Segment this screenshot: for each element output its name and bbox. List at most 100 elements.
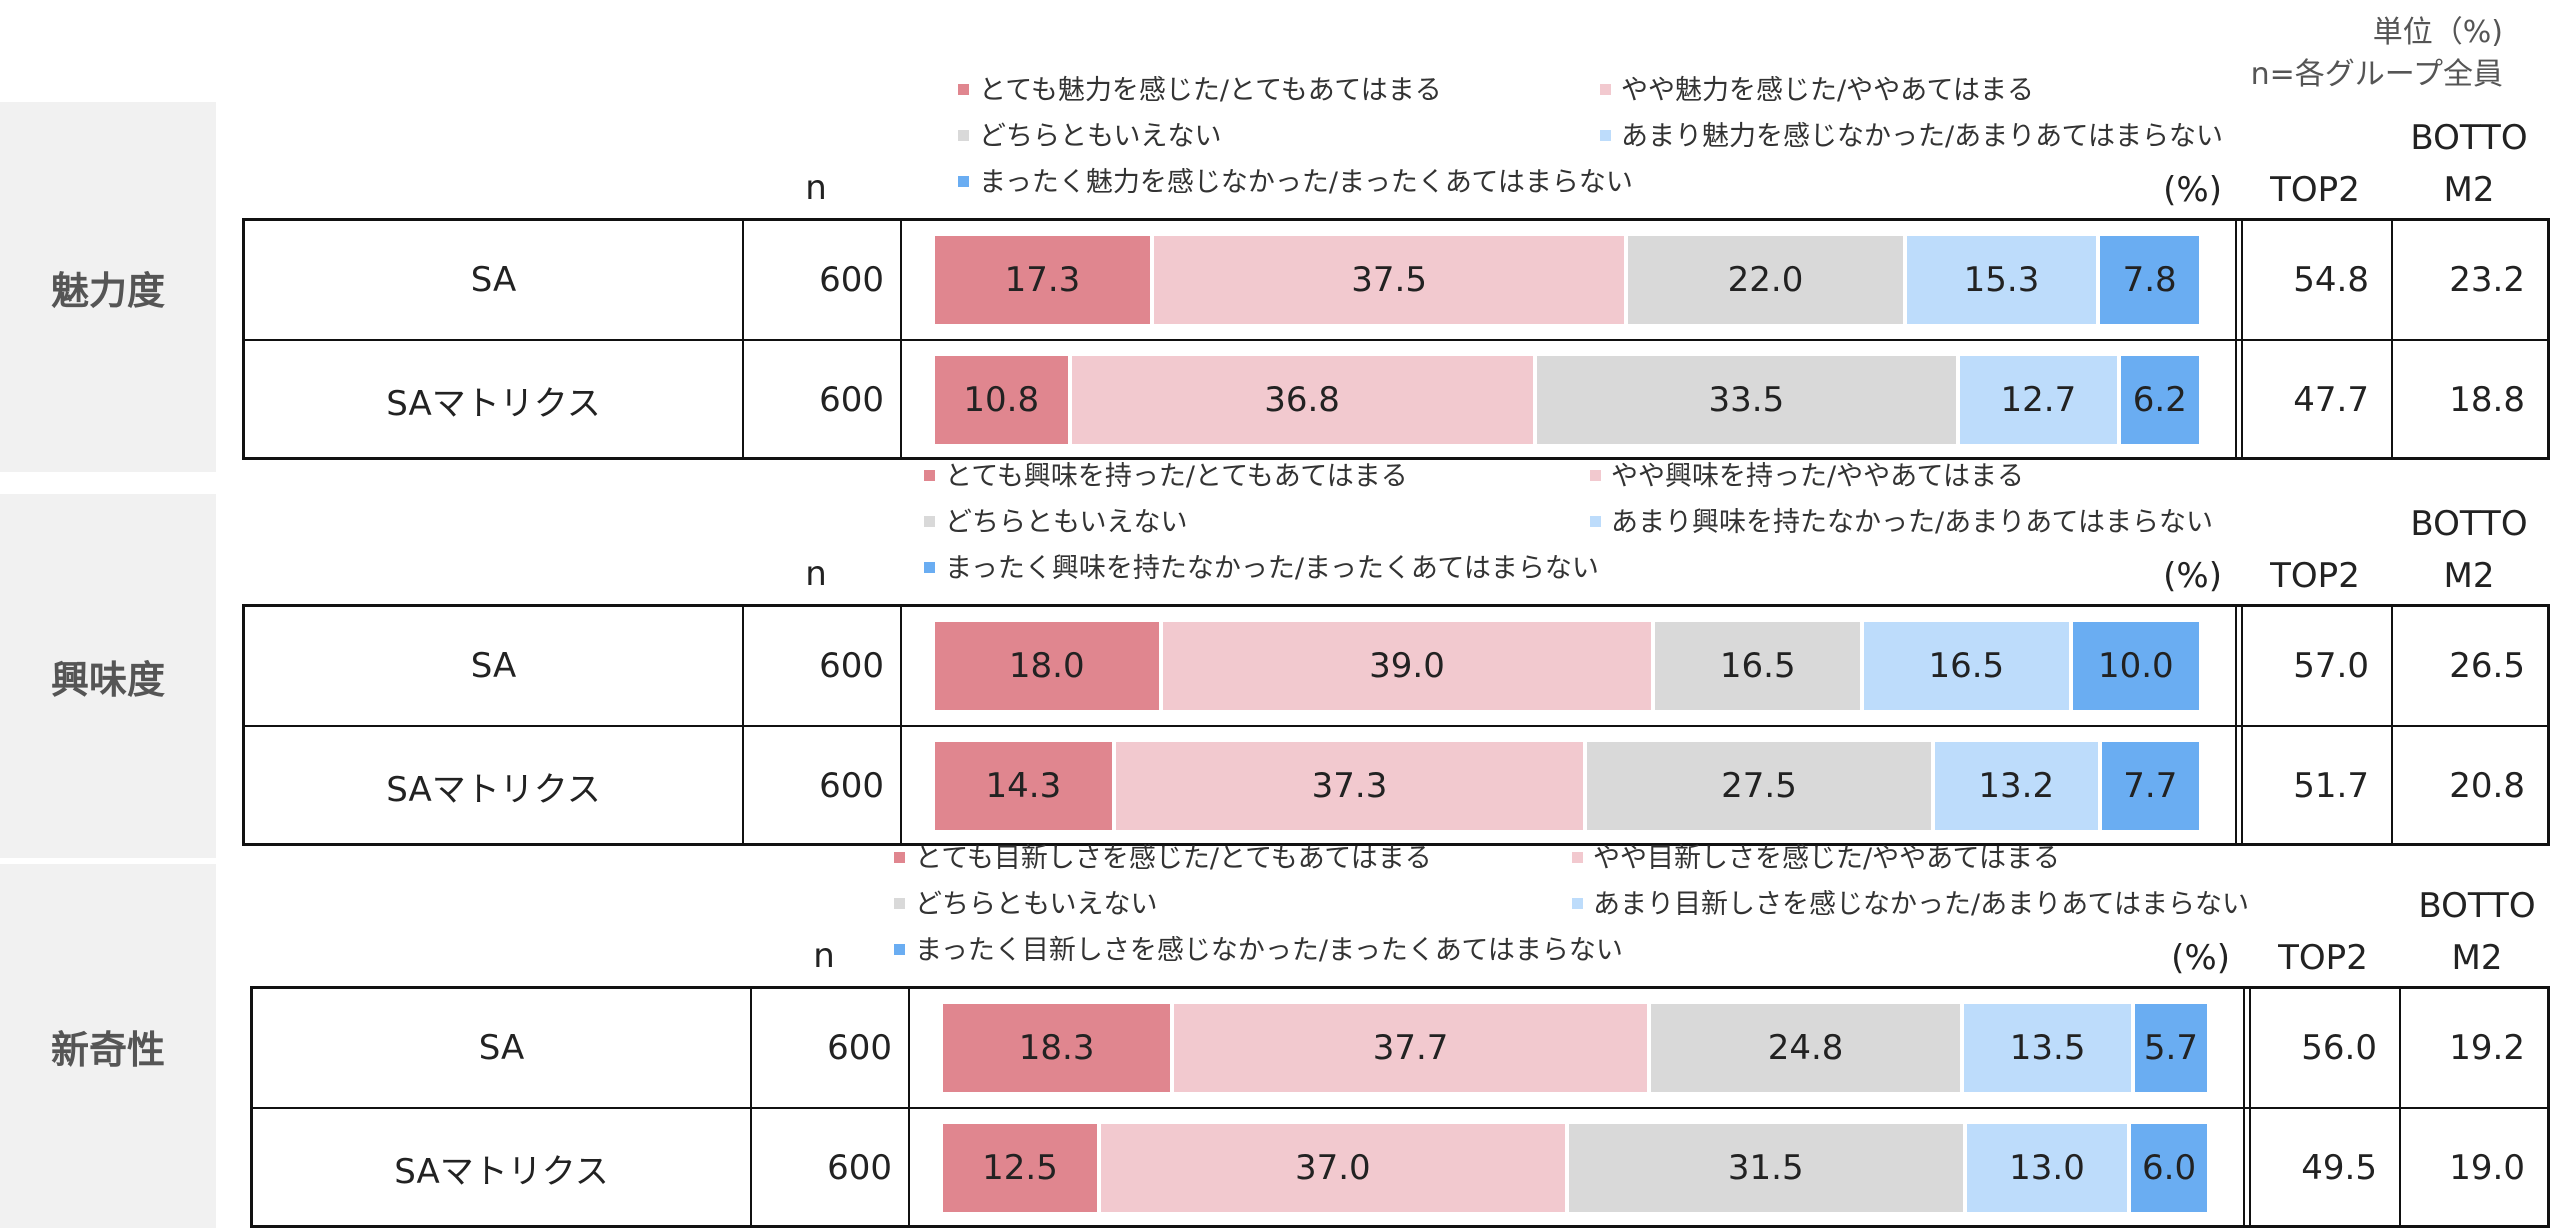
row-bottom2: 23.2: [2449, 260, 2525, 300]
bar-value-label: 36.8: [1264, 380, 1340, 420]
legend-item: あまり目新しさを感じなかった/あまりあてはまらない: [1572, 890, 2249, 920]
bar-segment: 15.3: [1906, 236, 2101, 324]
row-bottom2: 26.5: [2449, 646, 2525, 686]
legend-swatch: [894, 898, 905, 909]
legend-swatch: [1572, 852, 1583, 863]
bar-value-label: 16.5: [1928, 646, 2005, 686]
bar-value-label: 7.7: [2123, 766, 2178, 806]
bar-segment: 10.8: [935, 356, 1072, 444]
bar-segment: 24.8: [1650, 1004, 1965, 1092]
stacked-bar: 12.5 37.0 31.5 13.0 6.0: [943, 1124, 2207, 1212]
legend-item: どちらともいえない: [958, 122, 1221, 152]
legend-item: あまり魅力を感じなかった/あまりあてはまらない: [1600, 122, 2223, 152]
header-n: n: [805, 168, 827, 208]
row-label: SA: [478, 1028, 525, 1068]
bar-value-label: 10.8: [963, 380, 1040, 420]
legend-label: あまり魅力を感じなかった/あまりあてはまらない: [1621, 121, 2224, 152]
table-row: SA 600 18.0 39.0 16.5 16.5 10.0 57.0 26.5: [245, 607, 2547, 725]
bar-value-label: 17.3: [1004, 260, 1081, 300]
header-top2: TOP2: [2270, 556, 2360, 596]
legend-swatch: [1572, 898, 1583, 909]
legend-item: まったく目新しさを感じなかった/まったくあてはまらない: [894, 936, 1623, 966]
unit-note: 単位（%) n=各グループ全員: [2143, 12, 2503, 96]
row-label: SAマトリクス: [386, 383, 601, 424]
legend-label: まったく目新しさを感じなかった/まったくあてはまらない: [915, 935, 1623, 966]
unit-label: 単位（%): [2372, 15, 2503, 50]
data-table: SA 600 18.3 37.7 24.8 13.5 5.7 56.0 19.2 SAマトリクス 6…: [250, 986, 2550, 1228]
row-n: 600: [819, 766, 884, 806]
row-n: 600: [827, 1028, 892, 1068]
legend-label: とても興味を持った/とてもあてはまる: [945, 461, 1408, 492]
legend-swatch: [894, 852, 905, 863]
bar-segment: 37.7: [1174, 1004, 1651, 1092]
row-top2: 56.0: [2301, 1028, 2377, 1068]
header-bottom2-line1: BOTTO: [2410, 504, 2528, 544]
stacked-bar: 17.3 37.5 22.0 15.3 7.8: [935, 236, 2199, 324]
header-percent: (%): [2163, 556, 2222, 596]
bar-segment: 37.0: [1101, 1124, 1569, 1212]
legend-item: とても魅力を感じた/とてもあてはまる: [958, 76, 1442, 106]
bar-value-label: 33.5: [1708, 380, 1785, 420]
header-percent: (%): [2171, 938, 2230, 978]
bar-segment: 5.7: [2134, 1004, 2207, 1092]
bar-segment: 16.5: [1864, 622, 2073, 710]
bar-segment: 12.7: [1960, 356, 2121, 444]
stacked-bar: 18.0 39.0 16.5 16.5 10.0: [935, 622, 2199, 710]
bar-value-label: 7.8: [2122, 260, 2177, 300]
bar-segment: 14.3: [935, 742, 1116, 830]
legend-item: やや魅力を感じた/ややあてはまる: [1600, 76, 2034, 106]
header-percent: (%): [2163, 170, 2222, 210]
section-title: 新奇性: [0, 864, 216, 1228]
legend-item: とても興味を持った/とてもあてはまる: [924, 462, 1408, 492]
bar-segment: 37.5: [1153, 236, 1629, 324]
legend-label: やや魅力を感じた/ややあてはまる: [1621, 75, 2035, 106]
bar-segment: 7.7: [2101, 742, 2199, 830]
header-bottom2-line1: BOTTO: [2418, 886, 2536, 926]
row-top2: 47.7: [2293, 380, 2369, 420]
stacked-bar: 14.3 37.3 27.5 13.2 7.7: [935, 742, 2199, 830]
stacked-bar: 18.3 37.7 24.8 13.5 5.7: [943, 1004, 2207, 1092]
row-n: 600: [827, 1148, 892, 1188]
legend-label: あまり目新しさを感じなかった/あまりあてはまらない: [1593, 889, 2250, 920]
bar-segment: 31.5: [1568, 1124, 1967, 1212]
bar-segment: 13.2: [1934, 742, 2102, 830]
bar-segment: 13.5: [1964, 1004, 2135, 1092]
legend-swatch: [894, 944, 905, 955]
bar-segment: 16.5: [1655, 622, 1865, 710]
legend-item: やや興味を持った/ややあてはまる: [1590, 462, 2024, 492]
legend-swatch: [1600, 130, 1611, 141]
bar-value-label: 6.2: [2132, 380, 2187, 420]
row-bottom2: 18.8: [2449, 380, 2525, 420]
table-row: SA 600 17.3 37.5 22.0 15.3 7.8 54.8 23.2: [245, 221, 2547, 339]
bar-value-label: 12.7: [2000, 380, 2077, 420]
legend-item: どちらともいえない: [894, 890, 1157, 920]
bar-segment: 17.3: [935, 236, 1154, 324]
bar-value-label: 18.0: [1008, 646, 1085, 686]
legend-label: やや目新しさを感じた/ややあてはまる: [1593, 843, 2061, 874]
bar-segment: 18.3: [943, 1004, 1175, 1092]
bar-segment: 39.0: [1162, 622, 1656, 710]
bar-value-label: 37.7: [1372, 1028, 1449, 1068]
bar-value-label: 5.7: [2143, 1028, 2198, 1068]
bar-value-label: 37.0: [1294, 1148, 1371, 1188]
bar-segment: 10.0: [2072, 622, 2199, 710]
bar-value-label: 12.5: [982, 1148, 1058, 1188]
bar-segment: 22.0: [1628, 236, 1907, 324]
legend-swatch: [958, 176, 969, 187]
legend-label: まったく興味を持たなかった/まったくあてはまらない: [945, 553, 1599, 584]
legend-item: まったく魅力を感じなかった/まったくあてはまらない: [958, 168, 1633, 198]
table-row: SA 600 18.3 37.7 24.8 13.5 5.7 56.0 19.2: [253, 989, 2547, 1107]
bar-value-label: 24.8: [1767, 1028, 1844, 1068]
legend-item: とても目新しさを感じた/とてもあてはまる: [894, 844, 1432, 874]
bar-value-label: 39.0: [1369, 646, 1445, 686]
legend-label: どちらともいえない: [915, 889, 1158, 920]
row-bottom2: 19.0: [2449, 1148, 2525, 1188]
legend-swatch: [1590, 470, 1601, 481]
legend-label: とても魅力を感じた/とてもあてはまる: [979, 75, 1442, 106]
legend-label: どちらともいえない: [945, 507, 1188, 538]
legend-swatch: [924, 562, 935, 573]
header-n: n: [805, 554, 827, 594]
bar-segment: 27.5: [1587, 742, 1935, 830]
bar-value-label: 37.5: [1351, 260, 1427, 300]
bar-value-label: 15.3: [1963, 260, 2040, 300]
